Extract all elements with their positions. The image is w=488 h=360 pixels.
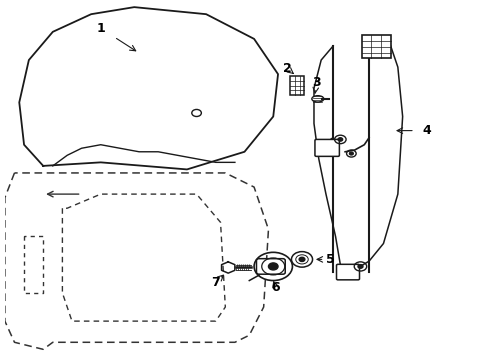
Circle shape [349,152,352,155]
Bar [361,35,390,58]
Text: 5: 5 [325,253,334,266]
Text: 4: 4 [421,124,430,137]
FancyBboxPatch shape [256,259,285,274]
Text: 7: 7 [211,276,220,289]
Text: 1: 1 [96,22,105,35]
Text: 3: 3 [311,76,320,90]
Circle shape [357,265,362,268]
FancyBboxPatch shape [314,139,339,156]
FancyBboxPatch shape [336,264,359,280]
Text: 6: 6 [271,281,280,294]
Text: 2: 2 [283,62,291,75]
Ellipse shape [311,96,323,102]
Circle shape [337,138,342,141]
Circle shape [299,257,304,261]
Circle shape [268,263,278,270]
Bar [289,76,304,95]
